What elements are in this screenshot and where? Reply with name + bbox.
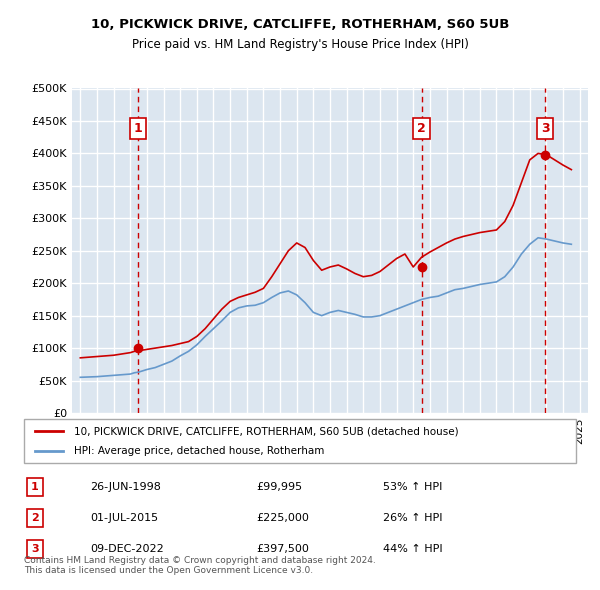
Text: 10, PICKWICK DRIVE, CATCLIFFE, ROTHERHAM, S60 5UB: 10, PICKWICK DRIVE, CATCLIFFE, ROTHERHAM… bbox=[91, 18, 509, 31]
Text: Contains HM Land Registry data © Crown copyright and database right 2024.
This d: Contains HM Land Registry data © Crown c… bbox=[24, 556, 376, 575]
Text: 3: 3 bbox=[541, 122, 550, 135]
Text: 2: 2 bbox=[417, 122, 426, 135]
Text: 26% ↑ HPI: 26% ↑ HPI bbox=[383, 513, 442, 523]
Text: 1: 1 bbox=[31, 482, 39, 492]
Text: 44% ↑ HPI: 44% ↑ HPI bbox=[383, 544, 442, 554]
Text: Price paid vs. HM Land Registry's House Price Index (HPI): Price paid vs. HM Land Registry's House … bbox=[131, 38, 469, 51]
Text: £397,500: £397,500 bbox=[256, 544, 309, 554]
Text: 26-JUN-1998: 26-JUN-1998 bbox=[90, 482, 161, 492]
Text: 53% ↑ HPI: 53% ↑ HPI bbox=[383, 482, 442, 492]
Text: 09-DEC-2022: 09-DEC-2022 bbox=[90, 544, 164, 554]
Text: £225,000: £225,000 bbox=[256, 513, 309, 523]
Text: 2: 2 bbox=[31, 513, 39, 523]
Text: £99,995: £99,995 bbox=[256, 482, 302, 492]
Text: 1: 1 bbox=[134, 122, 143, 135]
Text: 01-JUL-2015: 01-JUL-2015 bbox=[90, 513, 158, 523]
FancyBboxPatch shape bbox=[24, 419, 576, 463]
Text: 3: 3 bbox=[31, 544, 39, 554]
Text: HPI: Average price, detached house, Rotherham: HPI: Average price, detached house, Roth… bbox=[74, 446, 324, 455]
Text: 10, PICKWICK DRIVE, CATCLIFFE, ROTHERHAM, S60 5UB (detached house): 10, PICKWICK DRIVE, CATCLIFFE, ROTHERHAM… bbox=[74, 427, 458, 436]
